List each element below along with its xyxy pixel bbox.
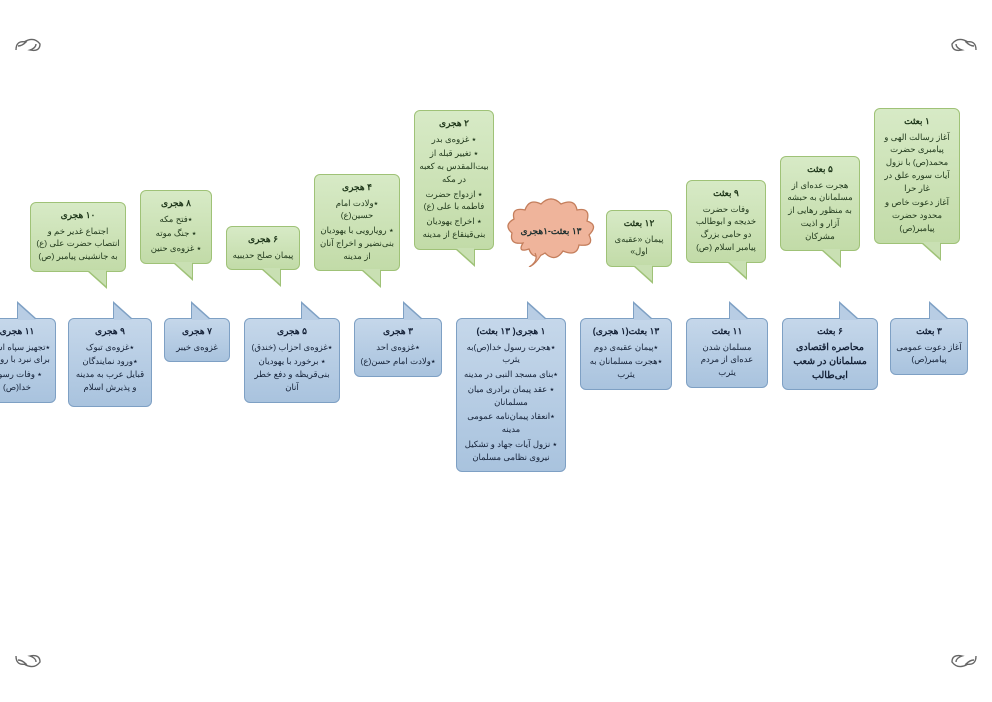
event-title: ۱۱ بعثت — [691, 325, 763, 339]
event-body: محاصره اقتصادی مسلمانان در شعب ابی‌طالب — [787, 341, 873, 384]
event-7-hijri: ۷ هجری غزوه‌ی خیبر — [164, 318, 230, 362]
event-body: آغاز دعوت عمومی پیامبر(ص) — [895, 341, 963, 367]
event-6-hijri: ۶ هجری پیمان صلح حدیبیه — [226, 226, 300, 270]
event-5-hijri: ۵ هجری ٭غزوه‌ی احزاب (خندق) ٭ برخورد با … — [244, 318, 340, 403]
event-title: ۸ هجری — [145, 197, 207, 211]
event-body: ٭غزوه‌ی تبوک ٭ورود نمایندگان قبایل عرب ب… — [73, 341, 147, 394]
event-2-hijri: ۲ هجری ٭ غزوه‌ی بدر ٭ تغییر قبله از بیت‌… — [414, 110, 494, 250]
event-body: ٭پیمان عقبه‌ی دوم ٭هجرت مسلمانان به یثرب — [585, 341, 667, 381]
event-title: ۶ بعثت — [787, 325, 873, 339]
event-body: غزوه‌ی خیبر — [169, 341, 225, 354]
event-title: ۵ هجری — [249, 325, 335, 339]
event-body: ٭ولادت امام حسین(ع) ٭ رویارویی با یهودیا… — [319, 197, 395, 263]
event-title: ۳ هجری — [359, 325, 437, 339]
event-title: ۲ هجری — [419, 117, 489, 131]
event-13-besat: ۱۳ بعثت(۱ هجری) ٭پیمان عقبه‌ی دوم ٭هجرت … — [580, 318, 672, 390]
event-body: مسلمان شدن عده‌ای از مردم یثرب — [691, 341, 763, 379]
event-body: ٭غزوه‌ی احزاب (خندق) ٭ برخورد با یهودیان… — [249, 341, 335, 394]
event-10-hijri: ۱۰ هجری اجتماع غدیر خم و انتصاب حضرت علی… — [30, 202, 126, 272]
event-title: ۹ بعثت — [691, 187, 761, 201]
event-12-besat: ۱۲ بعثت پیمان «عقبه‌ی اول» — [606, 210, 672, 267]
event-body: ٭ غزوه‌ی بدر ٭ تغییر قبله از بیت‌المقدس … — [419, 133, 489, 241]
event-title: ۱۲ بعثت — [611, 217, 667, 231]
event-body: آغاز رسالت الهی و پیامبری حضرت محمد(ص) ب… — [879, 131, 955, 235]
event-title: ۱۱ هجری — [0, 325, 51, 339]
timeline-diagram: ۱ بعثت آغاز رسالت الهی و پیامبری حضرت مح… — [0, 0, 992, 702]
event-title: ۱۰ هجری — [35, 209, 121, 223]
corner-ornament — [950, 34, 978, 54]
event-1-besat: ۱ بعثت آغاز رسالت الهی و پیامبری حضرت مح… — [874, 108, 960, 244]
event-9-besat: ۹ بعثت وفات حضرت خدیجه و ابوطالب دو حامی… — [686, 180, 766, 263]
event-title: ۹ هجری — [73, 325, 147, 339]
corner-ornament — [14, 652, 42, 672]
event-title: ۱۳ بعثت(۱ هجری) — [585, 325, 667, 339]
event-body: ٭تجهیز سپاه اسامه برای نبرد با رومیان ٭ … — [0, 341, 51, 394]
event-1-hijri: ۱ هجری( ۱۳ بعثت) ٭هجرت رسول خدا(ص)به یثر… — [456, 318, 566, 472]
event-8-hijri: ۸ هجری ٭فتح مکه ٭ جنگ موته ٭ غزوه‌ی حنین — [140, 190, 212, 264]
event-11-besat: ۱۱ بعثت مسلمان شدن عده‌ای از مردم یثرب — [686, 318, 768, 388]
event-cloud-13-besat: ۱۳ بعثت-۱هجری — [505, 195, 597, 267]
event-body: پیمان «عقبه‌ی اول» — [611, 233, 667, 259]
event-title: ۴ هجری — [319, 181, 395, 195]
event-11-hijri: ۱۱ هجری ٭تجهیز سپاه اسامه برای نبرد با ر… — [0, 318, 56, 403]
event-3-hijri: ۳ هجری ٭غزوه‌ی احد ٭ولادت امام حسن(ع) — [354, 318, 442, 377]
corner-ornament — [950, 652, 978, 672]
event-4-hijri: ۴ هجری ٭ولادت امام حسین(ع) ٭ رویارویی با… — [314, 174, 400, 271]
event-body: هجرت عده‌ای از مسلمانان به حبشه به منظور… — [785, 179, 855, 243]
corner-ornament — [14, 34, 42, 54]
event-title: ۷ هجری — [169, 325, 225, 339]
event-body: ٭هجرت رسول خدا(ص)به یثرب ٭بنای مسجد النب… — [461, 341, 561, 464]
event-body: ٭فتح مکه ٭ جنگ موته ٭ غزوه‌ی حنین — [145, 213, 207, 255]
event-title: ۵ بعثت — [785, 163, 855, 177]
cloud-label: ۱۳ بعثت-۱هجری — [515, 226, 588, 237]
event-title: ۶ هجری — [231, 233, 295, 247]
event-body: وفات حضرت خدیجه و ابوطالب دو حامی بزرگ پ… — [691, 203, 761, 254]
event-body: پیمان صلح حدیبیه — [231, 249, 295, 262]
event-title: ۱ هجری( ۱۳ بعثت) — [461, 325, 561, 339]
event-3-besat: ۳ بعثت آغاز دعوت عمومی پیامبر(ص) — [890, 318, 968, 375]
event-9-hijri: ۹ هجری ٭غزوه‌ی تبوک ٭ورود نمایندگان قبای… — [68, 318, 152, 407]
event-6-besat: ۶ بعثت محاصره اقتصادی مسلمانان در شعب اب… — [782, 318, 878, 390]
event-5-besat: ۵ بعثت هجرت عده‌ای از مسلمانان به حبشه ب… — [780, 156, 860, 251]
event-body: ٭غزوه‌ی احد ٭ولادت امام حسن(ع) — [359, 341, 437, 369]
event-title: ۱ بعثت — [879, 115, 955, 129]
event-title: ۳ بعثت — [895, 325, 963, 339]
event-body: اجتماع غدیر خم و انتصاب حضرت علی (ع) به … — [35, 225, 121, 263]
